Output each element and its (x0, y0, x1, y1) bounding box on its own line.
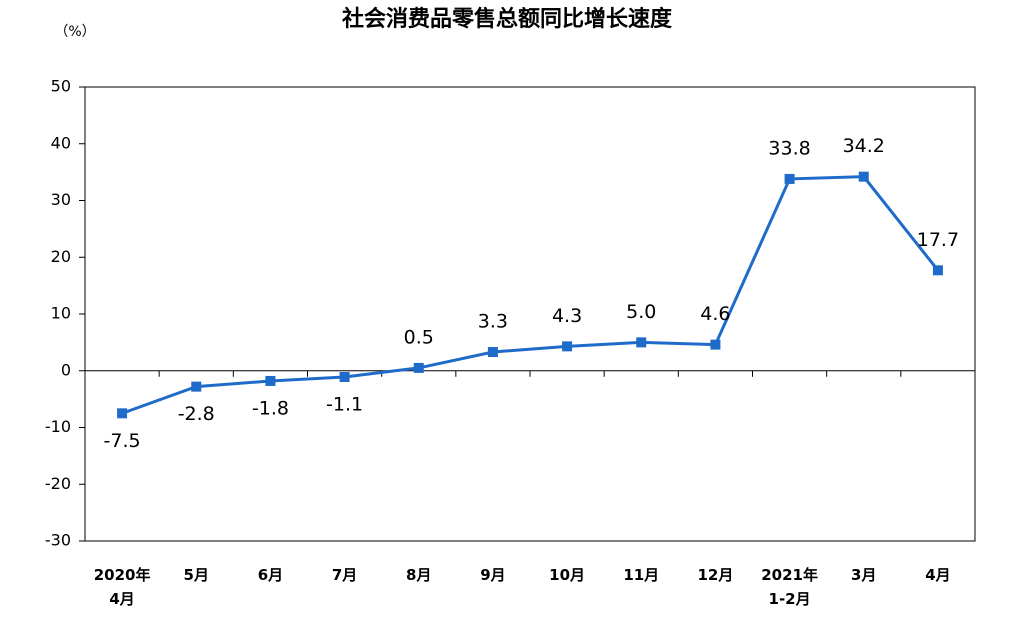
x-tick-label: 7月 (332, 566, 357, 584)
marker (339, 371, 350, 382)
marker (858, 171, 869, 182)
x-tick-label: 8月 (406, 566, 431, 584)
x-tick-label-line: 1-2月 (769, 590, 811, 608)
data-label: 3.3 (478, 311, 508, 333)
y-tick-label: 40 (51, 133, 71, 152)
x-tick-label: 3月 (851, 566, 876, 584)
data-label: 33.8 (768, 137, 810, 159)
x-tick-label: 11月 (623, 566, 659, 584)
data-label: -2.8 (178, 403, 215, 425)
marker (636, 337, 647, 348)
x-tick-label-line: 12月 (697, 566, 733, 584)
data-label: -1.8 (252, 397, 289, 419)
x-tick-label-line: 9月 (480, 566, 505, 584)
x-tick-label: 4月 (925, 566, 950, 584)
marker (710, 339, 721, 350)
y-tick-label: -10 (45, 417, 71, 436)
marker (932, 265, 943, 276)
x-tick-label: 12月 (697, 566, 733, 584)
x-tick-label-line: 4月 (925, 566, 950, 584)
x-tick-label-line: 10月 (549, 566, 585, 584)
marker (784, 173, 795, 184)
x-tick-label-line: 4月 (109, 590, 134, 608)
x-tick-label-line: 7月 (332, 566, 357, 584)
x-tick-label: 2020年 4月 (94, 566, 151, 608)
x-tick-label: 2021年 1-2月 (761, 566, 818, 608)
data-label: 4.3 (552, 305, 582, 327)
plot-frame (84, 86, 976, 542)
y-tick-label: 10 (51, 304, 71, 323)
marker (562, 341, 573, 352)
y-tick-label: -30 (45, 531, 71, 550)
data-label: -1.1 (326, 393, 363, 415)
x-tick-label-line: 3月 (851, 566, 876, 584)
data-label: 4.6 (700, 303, 730, 325)
marker (191, 381, 202, 392)
y-tick-label: 30 (51, 190, 71, 209)
y-axis-label: （%） (54, 24, 95, 40)
y-tick-label: -20 (45, 474, 71, 493)
data-label: 34.2 (843, 135, 885, 157)
chart-title: 社会消费品零售总额同比增长速度 (342, 6, 673, 32)
data-label: -7.5 (104, 430, 141, 452)
marker (265, 375, 276, 386)
y-tick-label: 50 (51, 77, 71, 96)
data-label: 5.0 (626, 301, 656, 323)
x-tick-label: 6月 (258, 566, 283, 584)
x-tick-label-line: 2021年 (761, 566, 818, 584)
y-tick-label: 0 (61, 360, 71, 379)
marker (487, 347, 498, 358)
x-tick-label: 9月 (480, 566, 505, 584)
x-tick-label-line: 11月 (623, 566, 659, 584)
data-label: 17.7 (917, 229, 959, 251)
x-tick-label-line: 6月 (258, 566, 283, 584)
data-label: 0.5 (404, 326, 434, 348)
marker (117, 408, 128, 419)
x-tick-label: 5月 (184, 566, 209, 584)
x-tick-label-line: 8月 (406, 566, 431, 584)
marker (413, 362, 424, 373)
line (121, 175, 940, 415)
x-tick-label-line: 2020年 (94, 566, 151, 584)
x-tick-label-line: 5月 (184, 566, 209, 584)
x-tick-label: 10月 (549, 566, 585, 584)
y-tick-label: 20 (51, 247, 71, 266)
